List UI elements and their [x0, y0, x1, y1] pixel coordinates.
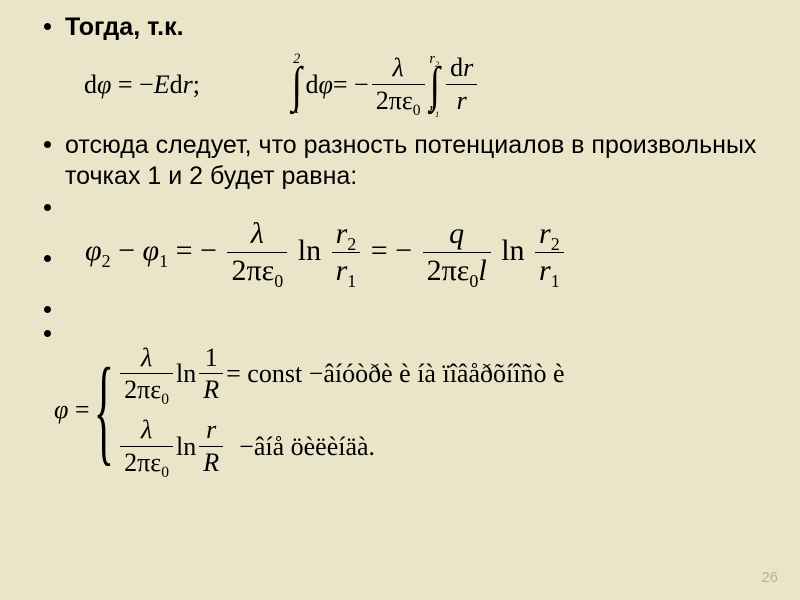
integral-1: 2 ∫ 1 — [290, 53, 304, 116]
sym-ln-c1: ln — [176, 359, 196, 389]
sym-dash: − — [239, 432, 254, 462]
frac-r2r1-b: r2 r1 — [535, 217, 564, 289]
frac-lambda: λ 2πε0 — [372, 53, 425, 116]
sym-lambda: λ — [141, 415, 152, 444]
sym-eq-neg: = − — [111, 70, 153, 99]
frac-1R: 1 R — [199, 343, 223, 406]
sym-r: r — [183, 70, 193, 99]
brace-left: { — [93, 361, 113, 459]
sub-1c: 1 — [551, 271, 560, 291]
sym-d: d — [84, 70, 97, 99]
frac-dr-r: dr r — [446, 53, 477, 116]
bullet-dot — [44, 330, 51, 337]
eq-phi-cases: φ = { λ 2πε0 ln 1 R = const − âíóòðè è í… — [54, 343, 772, 479]
sym-d: d — [306, 70, 319, 100]
bullet-row-brace — [44, 319, 772, 337]
bullet-dot — [44, 204, 51, 211]
garbled-1: âíóòðè è íà ïîâåðõíîñò è — [323, 359, 564, 389]
sym-zero: 0 — [469, 271, 478, 291]
sub-2c: 2 — [551, 234, 560, 254]
sym-2pie: 2πε — [376, 86, 413, 115]
sub-1b: 1 — [347, 271, 356, 291]
equation-row-1: dφ = −Edr; 2 ∫ 1 dφ = − λ 2πε0 r2 ∫ r1 d… — [84, 53, 772, 116]
sub-2b: 2 — [347, 234, 356, 254]
bullet-row-2: отсюда следует, что разность потенциалов… — [44, 130, 772, 193]
sym-phi2: φ — [85, 233, 102, 266]
int-symbol: ∫ — [292, 66, 302, 103]
garbled-2: âíå öèëèíäà. — [254, 432, 375, 462]
bullet-2-text: отсюда следует, что разность потенциалов… — [65, 130, 772, 193]
sym-q: q — [449, 217, 464, 250]
sym-lambda: λ — [251, 217, 264, 250]
bullet-1-text: Тогда, т.к. — [65, 12, 184, 43]
case-1: λ 2πε0 ln 1 R = const − âíóòðè è íà ïîâå… — [117, 343, 564, 406]
sym-r2b: r — [539, 217, 551, 250]
eq-integral: 2 ∫ 1 dφ = − λ 2πε0 r2 ∫ r1 dr r — [290, 53, 480, 116]
sym-zero: 0 — [161, 464, 169, 481]
page-number: 26 — [761, 569, 778, 586]
bullet-row-1: Тогда, т.к. — [44, 12, 772, 43]
sym-ln-2: ln — [501, 233, 524, 266]
frac-r2r1: r2 r1 — [332, 217, 361, 289]
eq-dphi: dφ = −Edr; — [84, 70, 200, 100]
bullet-row-empty-2: φ2 − φ1 = − λ 2πε0 ln r2 r1 = − q 2πε0l … — [44, 217, 772, 289]
frac-lambda-c1: λ 2πε0 — [120, 343, 173, 406]
sym-2pie: 2πε — [124, 448, 161, 477]
sym-eq-neg: = − — [168, 233, 217, 266]
sym-zero: 0 — [161, 392, 169, 409]
sym-R-c2: R — [203, 448, 219, 477]
sym-phi3: φ — [54, 395, 68, 424]
sym-r-den: r — [457, 86, 467, 115]
integral-2: r2 ∫ r1 — [428, 53, 442, 116]
sym-zero: 0 — [413, 102, 421, 119]
sym-r1: r — [336, 254, 348, 287]
sub-1: 1 — [159, 250, 168, 270]
sym-lambda: λ — [141, 343, 152, 372]
bullet-row-empty-3 — [44, 295, 772, 313]
frac-rR: r R — [199, 415, 223, 478]
bullet-dot — [44, 141, 51, 148]
sym-eq-neg-2: = − — [371, 233, 412, 266]
case-2: λ 2πε0 ln r R − âíå öèëèíäà. — [117, 415, 564, 478]
sym-eq-neg: = − — [333, 70, 369, 100]
const-text: = const − — [226, 359, 323, 389]
bullet-dot — [44, 23, 51, 30]
bullet-row-empty-1 — [44, 193, 772, 211]
sym-ln-c2: ln — [176, 432, 196, 462]
sym-r: r — [463, 53, 473, 82]
sym-r1b: r — [539, 254, 551, 287]
sub-2: 2 — [102, 250, 111, 270]
frac-q: q 2πε0l — [423, 217, 491, 289]
brace-cases: λ 2πε0 ln 1 R = const − âíóòðè è íà ïîâå… — [117, 343, 564, 479]
slide: Тогда, т.к. dφ = −Edr; 2 ∫ 1 dφ = − λ 2π… — [0, 0, 800, 600]
frac-lambda-c2: λ 2πε0 — [120, 415, 173, 478]
sym-2pie: 2πε — [231, 254, 274, 287]
sym-d2: d — [170, 70, 183, 99]
int-symbol-2: ∫ — [429, 66, 439, 103]
sym-semi: ; — [193, 70, 200, 99]
sym-one: 1 — [205, 343, 218, 372]
sym-phi: φ — [97, 70, 111, 99]
bullet-dot — [44, 255, 51, 262]
sym-phi1: φ — [143, 233, 160, 266]
sym-2pie: 2πε — [427, 254, 470, 287]
sym-lambda: λ — [393, 53, 404, 82]
sym-E: E — [154, 70, 170, 99]
sym-R: R — [203, 375, 219, 404]
sym-r2: r — [336, 217, 348, 250]
sym-ln: ln — [298, 233, 321, 266]
sym-eq: = — [68, 395, 89, 424]
sym-phi: φ — [319, 70, 333, 100]
sym-2pie: 2πε — [124, 375, 161, 404]
sym-d: d — [450, 53, 463, 82]
bullet-dot — [44, 306, 51, 313]
sym-r-c2: r — [206, 415, 216, 444]
frac-lambda-2: λ 2πε0 — [227, 217, 287, 289]
sym-l: l — [478, 254, 486, 287]
eq-phi-diff: φ2 − φ1 = − λ 2πε0 ln r2 r1 = − q 2πε0l … — [85, 217, 567, 289]
sym-minus: − — [111, 233, 143, 266]
sym-zero: 0 — [274, 271, 283, 291]
